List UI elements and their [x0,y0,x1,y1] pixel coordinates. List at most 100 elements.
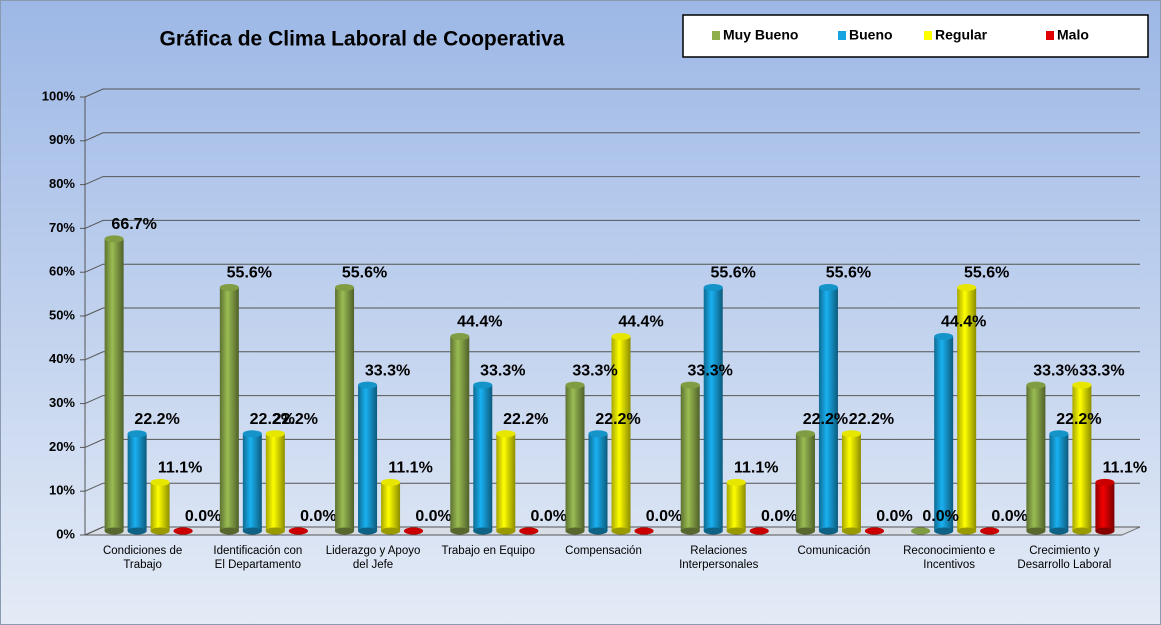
x-tick-label: Identificación con El Departamento [213,545,303,571]
value-label: 22.2% [250,411,295,428]
bar-cap [1049,430,1069,438]
y-tick-label: 10% [49,483,75,498]
bar-cap [381,478,401,486]
bar [1049,433,1069,531]
value-label: 33.3% [688,362,733,379]
bar-cap [173,527,193,535]
value-label: 0.0% [876,508,912,525]
bar-base [1049,527,1069,535]
legend-swatch [712,31,720,40]
grid-line [84,395,1140,405]
grid-line [84,132,1140,142]
bar [934,336,954,531]
bar-cap [450,333,470,341]
x-tick-label: Crecimiento y Desarrollo Laboral [1017,545,1112,571]
bar [104,238,124,531]
value-label: 0.0% [531,508,567,525]
value-label: 11.1% [734,460,778,477]
bar-cap [1026,381,1046,389]
x-tick-label: Comunicación [797,545,871,557]
chart-title: Gráfica de Clima Laboral de Cooperativa [160,28,565,51]
bar-cap [104,235,124,243]
legend-swatch [924,31,932,40]
bar-cap [841,430,861,438]
bar-cap [634,527,654,535]
legend-label: Malo [1057,27,1089,43]
bar-base [335,527,355,535]
value-label: 55.6% [826,265,871,282]
legend-swatch [1046,31,1054,40]
y-tick-label: 40% [49,351,75,366]
value-label: 55.6% [342,265,387,282]
value-label: 33.3% [572,362,617,379]
bar-cap [703,283,723,291]
bar-cap [1072,381,1092,389]
value-label: 33.3% [1079,362,1124,379]
bar-cap [934,333,954,341]
bar-cap [519,527,539,535]
bar [450,336,470,531]
y-tick-label: 80% [49,176,75,191]
value-label: 11.1% [158,460,202,477]
bar-cap [980,527,1000,535]
bar-cap [127,430,147,438]
value-label: 22.2% [1056,411,1101,428]
value-label: 0.0% [300,508,336,525]
bar [818,287,838,531]
bar-cap [335,283,355,291]
value-label: 0.0% [646,508,682,525]
value-label: 22.2% [273,411,318,428]
bar-base [450,527,470,535]
bar [381,482,401,531]
bar [1095,482,1115,531]
bar [265,433,285,531]
bar [1072,385,1092,531]
legend-box [682,14,1149,58]
grid-line [84,482,1140,492]
bar-cap [795,430,815,438]
value-label: 0.0% [922,508,958,525]
bar-base [219,527,239,535]
bar-base [841,527,861,535]
value-label: 11.1% [1103,460,1147,477]
bar-base [1095,527,1115,535]
bar [473,385,493,531]
bar-cap [265,430,285,438]
bar-base [150,527,170,535]
value-label: 22.2% [134,411,179,428]
y-tick-label: 0% [56,526,75,541]
value-label: 33.3% [365,362,410,379]
bar [841,433,861,531]
bar [242,433,262,531]
bar-cap [404,527,424,535]
y-tick-label: 90% [49,132,75,147]
bar [358,385,378,531]
bar [127,433,147,531]
x-tick-label: Condiciones de Trabajo [102,545,183,571]
value-label: 44.4% [457,314,502,331]
bar [957,287,977,531]
bar-cap [219,283,239,291]
bar-base [565,527,585,535]
legend-label: Muy Bueno [723,27,798,43]
value-label: 33.3% [480,362,525,379]
bar-base [588,527,608,535]
grid-line [84,438,1140,448]
bar-cap [150,478,170,486]
value-label: 22.2% [803,411,848,428]
bar-cap [726,478,746,486]
bar-cap [957,283,977,291]
grid-line [84,351,1140,361]
bar [219,287,239,531]
value-label: 33.3% [1033,362,1078,379]
bar [496,433,516,531]
bar-base [381,527,401,535]
value-label: 0.0% [185,508,221,525]
value-label: 66.7% [111,216,156,233]
x-tick-label: Relaciones Interpersonales [679,545,759,571]
bar-base [611,527,631,535]
value-label: 11.1% [388,460,432,477]
bar-cap [496,430,516,438]
bar-cap [565,381,585,389]
